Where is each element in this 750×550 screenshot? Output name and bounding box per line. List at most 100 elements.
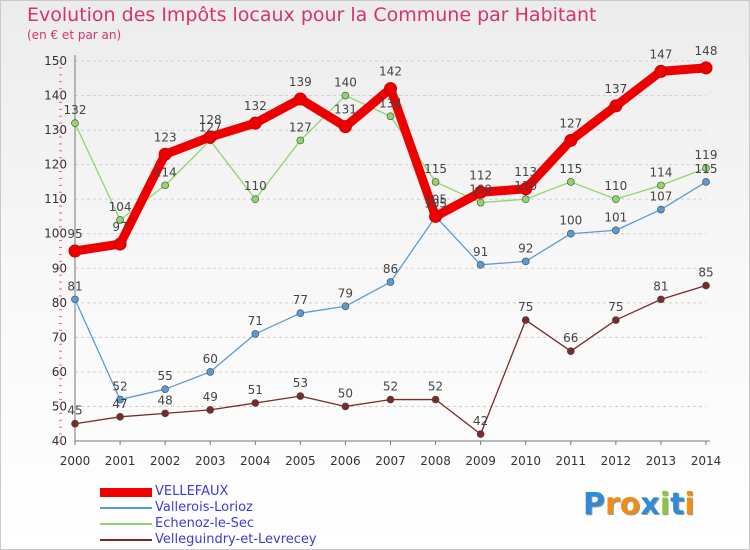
data-point xyxy=(657,205,665,214)
data-point xyxy=(113,237,127,251)
x-tick-label: 2008 xyxy=(420,454,451,468)
data-label: 81 xyxy=(653,279,668,293)
data-label: 114 xyxy=(154,165,177,179)
data-point xyxy=(158,147,172,161)
x-tick-label: 2009 xyxy=(465,454,496,468)
data-point xyxy=(566,229,575,238)
data-point xyxy=(519,182,533,196)
data-label: 45 xyxy=(67,404,82,418)
data-point xyxy=(206,368,215,376)
data-point xyxy=(476,261,485,269)
data-label: 95 xyxy=(67,227,82,241)
data-label: 60 xyxy=(203,352,218,366)
data-point xyxy=(521,257,530,266)
legend-item: Echenoz-le-Sec xyxy=(100,516,317,532)
data-point xyxy=(476,430,485,438)
data-point xyxy=(161,385,169,393)
data-point xyxy=(71,419,79,428)
legend-label: VELLEFAUX xyxy=(155,484,229,499)
data-label: 105 xyxy=(424,192,447,206)
logo-letter: t xyxy=(670,487,685,522)
x-tick-label: 2007 xyxy=(375,454,406,468)
data-point xyxy=(386,278,395,286)
data-label: 140 xyxy=(334,76,357,90)
data-label: 101 xyxy=(604,210,627,224)
legend-item: Vallerois-Lorioz xyxy=(100,500,317,516)
legend-label: Velleguindry-et-Levrecey xyxy=(155,532,317,547)
x-tick-label: 2010 xyxy=(510,454,541,468)
data-label: 97 xyxy=(112,220,127,234)
data-point xyxy=(431,395,440,404)
data-point xyxy=(566,347,575,355)
legend-item: Velleguindry-et-Levrecey xyxy=(100,532,317,548)
logo-letter: i xyxy=(659,487,671,522)
data-label: 119 xyxy=(695,148,718,162)
data-point xyxy=(699,61,713,75)
x-tick-label: 2000 xyxy=(60,454,91,468)
data-label: 55 xyxy=(158,369,173,383)
data-point xyxy=(476,198,485,207)
data-point xyxy=(702,178,710,186)
x-tick-label: 2003 xyxy=(195,454,226,468)
data-point xyxy=(564,133,578,147)
data-point xyxy=(386,112,395,121)
data-point xyxy=(296,309,305,317)
data-point xyxy=(116,413,124,421)
data-label: 114 xyxy=(649,165,672,179)
data-point xyxy=(161,181,169,190)
data-point xyxy=(429,209,443,223)
data-label: 81 xyxy=(67,279,82,293)
data-label: 79 xyxy=(338,286,353,300)
series-layer xyxy=(68,61,713,438)
data-point xyxy=(702,281,710,290)
data-label: 66 xyxy=(563,331,578,345)
data-label: 85 xyxy=(698,266,713,280)
legend-label: Vallerois-Lorioz xyxy=(155,500,253,515)
data-point xyxy=(474,185,488,199)
data-label: 131 xyxy=(334,103,357,117)
data-point xyxy=(251,399,260,407)
data-point xyxy=(296,392,305,400)
data-label: 52 xyxy=(383,380,398,394)
data-label: 113 xyxy=(514,165,537,179)
x-tick-label: 2005 xyxy=(285,454,316,468)
y-tick-label: 150 xyxy=(44,54,67,68)
data-label: 148 xyxy=(695,44,718,58)
data-point xyxy=(161,409,169,418)
data-point xyxy=(293,92,307,106)
data-label: 127 xyxy=(559,116,582,130)
data-label: 115 xyxy=(695,162,718,176)
y-tick-label: 100 xyxy=(44,227,67,241)
data-label: 48 xyxy=(158,393,173,407)
legend-label: Echenoz-le-Sec xyxy=(155,516,255,531)
data-label: 112 xyxy=(469,168,492,182)
data-point xyxy=(431,178,440,186)
data-point xyxy=(654,64,668,78)
data-point xyxy=(116,395,124,404)
data-label: 134 xyxy=(379,96,402,110)
data-point xyxy=(68,244,82,258)
legend-swatch xyxy=(100,487,152,497)
x-tick-label: 2002 xyxy=(150,454,181,468)
data-point xyxy=(116,216,124,224)
data-label: 107 xyxy=(649,190,672,204)
data-label: 105 xyxy=(424,196,447,210)
data-label: 100 xyxy=(559,214,582,228)
logo-letter: o xyxy=(619,487,641,522)
data-point xyxy=(612,316,620,324)
data-label: 86 xyxy=(383,262,398,276)
data-point xyxy=(657,295,665,304)
data-label: 137 xyxy=(604,82,627,96)
data-label: 47 xyxy=(112,397,127,411)
data-label: 110 xyxy=(514,179,537,193)
x-tick-label: 2006 xyxy=(330,454,361,468)
data-point xyxy=(341,91,350,100)
data-label-layer: 95 97 123 128 132 139 131 142 105 112 113 127 137 147… xyxy=(64,44,718,428)
data-label: 104 xyxy=(109,200,132,214)
logo-letter: P xyxy=(583,487,605,522)
data-label: 109 xyxy=(469,183,492,197)
data-label: 52 xyxy=(428,380,443,394)
y-tick-label: 130 xyxy=(44,123,67,137)
data-label: 132 xyxy=(64,103,87,117)
